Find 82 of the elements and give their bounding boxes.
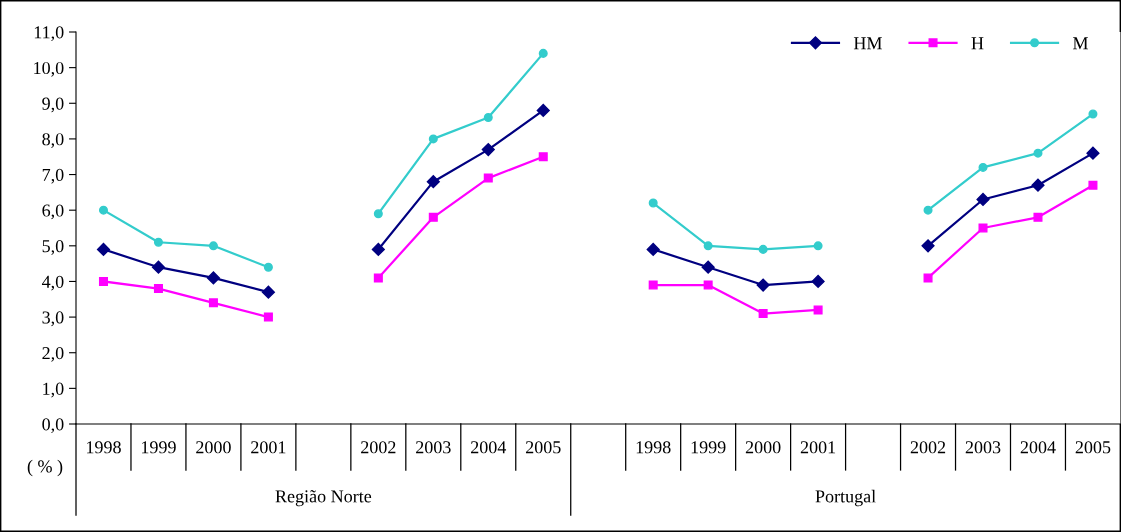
point bbox=[153, 237, 163, 247]
point bbox=[1031, 178, 1045, 192]
x-tick-label: 2000 bbox=[745, 441, 781, 454]
point bbox=[811, 274, 825, 289]
point bbox=[813, 305, 823, 315]
point bbox=[206, 271, 221, 285]
x-tick-label: 2002 bbox=[361, 441, 396, 454]
point bbox=[151, 260, 166, 274]
legend-label: H bbox=[971, 37, 984, 50]
x-tick-label: 2004 bbox=[471, 441, 507, 454]
x-tick-label: 2001 bbox=[800, 441, 836, 454]
point bbox=[538, 152, 548, 162]
point bbox=[208, 298, 218, 308]
point bbox=[648, 198, 658, 208]
point bbox=[483, 113, 493, 123]
point bbox=[96, 242, 111, 256]
point bbox=[758, 244, 768, 254]
point bbox=[483, 173, 493, 183]
point bbox=[1088, 109, 1098, 119]
point bbox=[978, 162, 988, 172]
point bbox=[153, 284, 163, 294]
point bbox=[648, 280, 658, 290]
x-tick-label: 2004 bbox=[1020, 441, 1056, 454]
point bbox=[371, 242, 385, 256]
point bbox=[263, 312, 273, 322]
point bbox=[208, 241, 218, 251]
x-tick-label: 1998 bbox=[87, 441, 121, 454]
point bbox=[428, 134, 438, 144]
point bbox=[98, 276, 108, 286]
point bbox=[1033, 148, 1043, 158]
point bbox=[373, 273, 383, 283]
point bbox=[1086, 146, 1100, 160]
point bbox=[373, 209, 383, 219]
point bbox=[923, 205, 933, 215]
x-tick-label: 1998 bbox=[636, 441, 671, 454]
y-tick-label: 3,0 bbox=[42, 311, 64, 327]
point bbox=[923, 273, 933, 283]
y-tick-label: 7,0 bbox=[42, 168, 64, 184]
x-tick-label: 2002 bbox=[910, 441, 946, 454]
point bbox=[1033, 212, 1043, 222]
y-tick-label: 4,0 bbox=[41, 275, 64, 291]
y-tick-label: 5,0 bbox=[42, 240, 64, 255]
y-tick-label: 0,0 bbox=[42, 418, 64, 434]
x-tick-label: 1999 bbox=[691, 441, 726, 454]
x-tick-label: 2003 bbox=[416, 441, 451, 454]
x-tick-label: 2000 bbox=[196, 441, 231, 454]
y-tick-label: 8,0 bbox=[42, 133, 64, 148]
point bbox=[263, 262, 273, 272]
point bbox=[976, 192, 990, 207]
point bbox=[921, 239, 935, 253]
x-tick-label: 2003 bbox=[965, 441, 1001, 454]
point bbox=[756, 278, 770, 292]
legend-label: M bbox=[1072, 37, 1088, 50]
point bbox=[646, 242, 660, 256]
point bbox=[98, 205, 108, 215]
point bbox=[481, 143, 495, 157]
point bbox=[428, 212, 438, 222]
point bbox=[978, 223, 988, 233]
point bbox=[701, 260, 715, 274]
point bbox=[813, 241, 823, 251]
y-tick-label: 9,0 bbox=[42, 97, 64, 113]
y-tick-label: 11,0 bbox=[34, 26, 64, 42]
y-tick-label: 6,0 bbox=[42, 204, 64, 220]
legend-label: HM bbox=[853, 37, 882, 50]
x-tick-label: 2005 bbox=[1075, 441, 1111, 454]
y-axis-title: ( % ) bbox=[27, 459, 63, 477]
point bbox=[703, 241, 713, 251]
y-tick-label: 1,0 bbox=[43, 382, 64, 398]
point bbox=[261, 285, 275, 299]
x-tick-label: 1999 bbox=[141, 441, 176, 454]
y-tick-label: 2,0 bbox=[42, 346, 64, 362]
point bbox=[426, 175, 440, 189]
point bbox=[703, 280, 713, 290]
text: Região Norte bbox=[275, 490, 372, 507]
point bbox=[538, 48, 548, 58]
point bbox=[758, 309, 768, 319]
x-tick-label: 2005 bbox=[525, 441, 561, 454]
point bbox=[1088, 180, 1098, 190]
x-tick-label: 2001 bbox=[251, 441, 286, 454]
point bbox=[536, 103, 550, 117]
y-tick-label: 10,0 bbox=[34, 61, 64, 77]
text: Portugal bbox=[815, 489, 876, 507]
